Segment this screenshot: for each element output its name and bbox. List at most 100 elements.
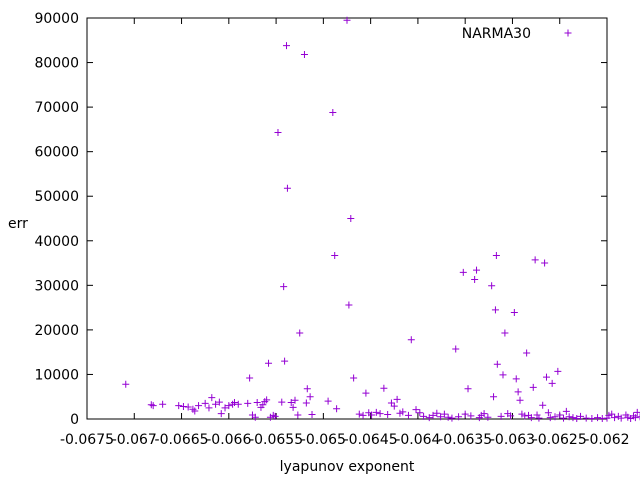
data-point xyxy=(560,414,568,422)
data-point xyxy=(289,403,297,411)
y-tick-label: 40000 xyxy=(34,234,79,250)
data-point xyxy=(516,396,524,404)
data-point xyxy=(551,413,559,421)
data-point xyxy=(263,396,271,404)
data-point xyxy=(429,411,437,419)
x-tick-label: -0.063 xyxy=(490,432,535,448)
y-tick-label: 70000 xyxy=(34,100,79,116)
data-point xyxy=(384,411,392,419)
data-point xyxy=(636,413,640,421)
data-point xyxy=(490,393,498,401)
x-tick-label: -0.0675 xyxy=(60,432,114,448)
data-point xyxy=(499,371,507,379)
data-point xyxy=(542,373,550,381)
data-point xyxy=(215,398,223,406)
data-point xyxy=(404,411,412,419)
data-point xyxy=(149,402,157,410)
x-tick-label: -0.0645 xyxy=(344,432,398,448)
data-point xyxy=(350,374,358,382)
data-point xyxy=(303,385,311,393)
data-point xyxy=(184,403,192,411)
data-point xyxy=(631,414,639,422)
y-axis-label: err xyxy=(8,216,28,232)
data-point xyxy=(271,412,279,420)
data-point xyxy=(507,412,515,420)
data-point xyxy=(221,404,229,412)
data-point xyxy=(300,51,308,59)
data-point xyxy=(491,306,499,314)
data-point xyxy=(362,389,370,397)
data-point xyxy=(548,379,556,387)
data-point xyxy=(514,388,522,396)
data-point xyxy=(420,412,428,420)
data-point xyxy=(333,405,341,413)
legend-marker-plus xyxy=(564,29,572,37)
data-point xyxy=(343,16,351,24)
data-point xyxy=(283,184,291,192)
data-point xyxy=(467,412,475,420)
data-point xyxy=(399,408,407,416)
data-point xyxy=(265,359,273,367)
data-point xyxy=(437,413,445,421)
data-point xyxy=(393,395,401,403)
data-point xyxy=(529,383,537,391)
data-point xyxy=(380,384,388,392)
data-point xyxy=(554,367,562,375)
data-point xyxy=(461,410,469,418)
x-tick-label: -0.064 xyxy=(395,432,440,448)
legend-label: NARMA30 xyxy=(462,26,531,42)
data-point xyxy=(546,414,554,422)
data-point xyxy=(565,413,573,421)
data-point xyxy=(287,399,295,407)
data-point xyxy=(577,412,585,420)
data-point xyxy=(433,409,441,417)
x-tick-label: -0.0635 xyxy=(438,432,492,448)
data-point xyxy=(246,374,254,382)
x-tick-label: -0.062 xyxy=(584,432,629,448)
data-point xyxy=(159,400,167,408)
data-point xyxy=(588,415,596,423)
data-point xyxy=(396,409,404,417)
data-point xyxy=(261,398,269,406)
legend: NARMA30 xyxy=(462,26,572,42)
data-point xyxy=(605,411,613,419)
data-point xyxy=(459,268,467,276)
data-point xyxy=(306,393,314,401)
data-point xyxy=(372,408,380,416)
y-tick-label: 30000 xyxy=(34,278,79,294)
data-point xyxy=(376,410,384,418)
data-point xyxy=(251,413,259,421)
data-point xyxy=(617,414,625,422)
data-point xyxy=(452,345,460,353)
x-tick-label: -0.067 xyxy=(112,432,157,448)
data-point xyxy=(294,411,302,419)
data-point xyxy=(556,411,564,419)
y-tick-label: 10000 xyxy=(34,367,79,383)
data-point xyxy=(455,413,463,421)
data-point xyxy=(480,410,488,418)
data-point xyxy=(488,282,496,290)
plot-area-frame xyxy=(86,17,608,420)
data-point xyxy=(208,394,216,402)
x-tick-label: -0.0625 xyxy=(533,432,587,448)
data-point xyxy=(345,301,353,309)
data-point xyxy=(217,410,225,418)
data-point xyxy=(510,309,518,317)
data-point xyxy=(266,413,274,421)
data-point xyxy=(147,401,155,409)
y-tick-label: 20000 xyxy=(34,323,79,339)
data-point xyxy=(518,410,526,418)
data-point xyxy=(253,399,261,407)
data-point xyxy=(329,108,337,116)
data-point xyxy=(444,413,452,421)
data-point xyxy=(569,414,577,422)
y-tick-label: 80000 xyxy=(34,56,79,72)
data-point xyxy=(296,329,304,337)
data-point xyxy=(497,412,505,420)
y-axis: 0 10000 20000 30000 40000 50000 60000 70000 8000… xyxy=(34,11,607,428)
data-point xyxy=(425,414,433,422)
data-points xyxy=(122,16,640,423)
data-point xyxy=(387,399,395,407)
data-point xyxy=(412,406,420,414)
